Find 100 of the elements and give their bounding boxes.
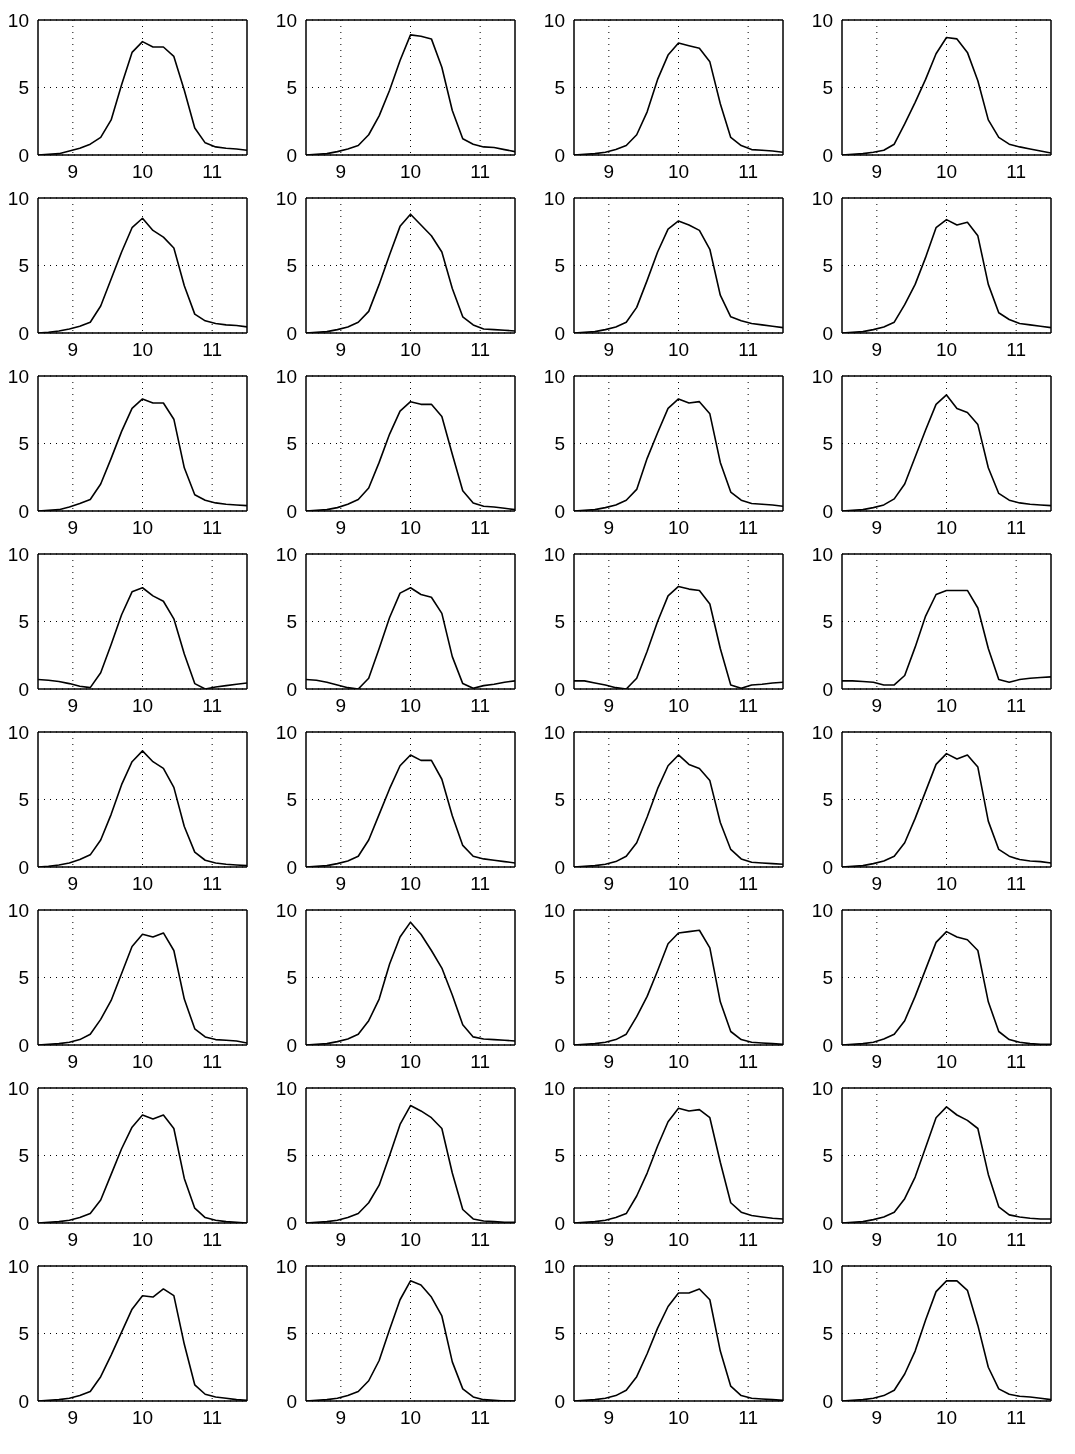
y-tick-label: 5 <box>822 789 833 811</box>
y-tick-label: 0 <box>554 856 565 878</box>
x-tick-label: 9 <box>67 1407 79 1429</box>
y-tick-label: 0 <box>822 500 833 522</box>
x-tick-label: 11 <box>470 695 491 717</box>
y-tick-label: 0 <box>554 1390 565 1412</box>
y-tick-label: 5 <box>554 433 565 455</box>
x-tick-label: 11 <box>202 517 223 539</box>
y-tick-label: 5 <box>822 967 833 989</box>
y-tick-label: 0 <box>18 1034 29 1056</box>
y-tick-label: 10 <box>7 1255 29 1277</box>
x-tick-label: 10 <box>131 517 154 539</box>
y-tick-label: 0 <box>286 1390 297 1412</box>
x-tick-label: 10 <box>935 161 958 183</box>
y-tick-label: 5 <box>286 77 297 99</box>
x-tick-label: 9 <box>871 1229 883 1251</box>
x-tick-label: 9 <box>871 517 883 539</box>
x-tick-label: 9 <box>335 1229 347 1251</box>
y-tick-label: 0 <box>554 1212 565 1234</box>
y-tick-label: 0 <box>554 1034 565 1056</box>
y-tick-label: 5 <box>822 1145 833 1167</box>
x-tick-label: 11 <box>738 1229 759 1251</box>
x-tick-label: 10 <box>935 873 958 895</box>
x-tick-label: 10 <box>399 161 422 183</box>
x-tick-label: 10 <box>131 1407 154 1429</box>
x-tick-label: 9 <box>871 1051 883 1073</box>
y-tick-label: 0 <box>286 500 297 522</box>
y-tick-label: 5 <box>286 611 297 633</box>
x-tick-label: 9 <box>67 339 79 361</box>
x-tick-label: 11 <box>470 339 491 361</box>
y-tick-label: 5 <box>822 433 833 455</box>
y-tick-label: 5 <box>18 433 29 455</box>
y-tick-label: 10 <box>811 1255 833 1277</box>
x-tick-label: 11 <box>202 695 223 717</box>
x-tick-label: 11 <box>1006 695 1027 717</box>
y-tick-label: 0 <box>822 856 833 878</box>
x-tick-label: 9 <box>335 1407 347 1429</box>
y-tick-label: 10 <box>275 1255 297 1277</box>
y-tick-label: 0 <box>18 856 29 878</box>
y-tick-label: 5 <box>822 255 833 277</box>
y-tick-label: 0 <box>18 500 29 522</box>
y-tick-label: 10 <box>811 365 833 387</box>
x-tick-label: 10 <box>399 339 422 361</box>
x-tick-label: 10 <box>131 1229 154 1251</box>
y-tick-label: 0 <box>286 1212 297 1234</box>
x-tick-label: 9 <box>67 517 79 539</box>
y-tick-label: 0 <box>554 144 565 166</box>
y-tick-label: 10 <box>7 543 29 565</box>
y-tick-label: 10 <box>275 365 297 387</box>
x-tick-label: 10 <box>935 339 958 361</box>
x-tick-label: 10 <box>131 161 154 183</box>
y-tick-label: 5 <box>554 611 565 633</box>
x-tick-label: 11 <box>738 873 759 895</box>
y-tick-label: 10 <box>275 9 297 31</box>
x-tick-label: 9 <box>335 1051 347 1073</box>
y-tick-label: 0 <box>18 322 29 344</box>
x-tick-label: 9 <box>871 161 883 183</box>
y-tick-label: 10 <box>275 187 297 209</box>
x-tick-label: 11 <box>202 1051 223 1073</box>
y-tick-label: 5 <box>286 1323 297 1345</box>
y-tick-label: 5 <box>18 967 29 989</box>
y-tick-label: 10 <box>543 365 565 387</box>
x-tick-label: 9 <box>67 873 79 895</box>
x-tick-label: 11 <box>1006 1407 1027 1429</box>
x-tick-label: 9 <box>603 1229 615 1251</box>
y-tick-label: 5 <box>554 967 565 989</box>
y-tick-label: 10 <box>543 1255 565 1277</box>
y-tick-label: 5 <box>554 1323 565 1345</box>
x-tick-label: 11 <box>1006 517 1027 539</box>
y-tick-label: 10 <box>543 9 565 31</box>
y-tick-label: 5 <box>822 77 833 99</box>
x-tick-label: 10 <box>667 517 690 539</box>
x-tick-label: 10 <box>935 695 958 717</box>
y-tick-label: 10 <box>7 899 29 921</box>
y-tick-label: 5 <box>554 789 565 811</box>
y-tick-label: 10 <box>7 721 29 743</box>
y-tick-label: 5 <box>554 77 565 99</box>
x-tick-label: 9 <box>67 1229 79 1251</box>
y-tick-label: 10 <box>543 543 565 565</box>
x-tick-label: 11 <box>1006 339 1027 361</box>
y-tick-label: 10 <box>275 543 297 565</box>
y-tick-label: 10 <box>811 187 833 209</box>
x-tick-label: 11 <box>738 1407 759 1429</box>
y-tick-label: 10 <box>7 365 29 387</box>
x-tick-label: 10 <box>667 873 690 895</box>
y-tick-label: 5 <box>554 1145 565 1167</box>
x-tick-label: 10 <box>667 1051 690 1073</box>
x-tick-label: 9 <box>67 695 79 717</box>
y-tick-label: 10 <box>543 721 565 743</box>
y-tick-label: 10 <box>811 9 833 31</box>
x-tick-label: 9 <box>67 161 79 183</box>
y-tick-label: 0 <box>18 1390 29 1412</box>
y-tick-label: 10 <box>543 1077 565 1099</box>
y-tick-label: 0 <box>286 856 297 878</box>
y-tick-label: 0 <box>822 144 833 166</box>
x-tick-label: 11 <box>738 517 759 539</box>
x-tick-label: 9 <box>335 339 347 361</box>
x-tick-label: 10 <box>399 1051 422 1073</box>
x-tick-label: 11 <box>738 339 759 361</box>
x-tick-label: 11 <box>470 873 491 895</box>
